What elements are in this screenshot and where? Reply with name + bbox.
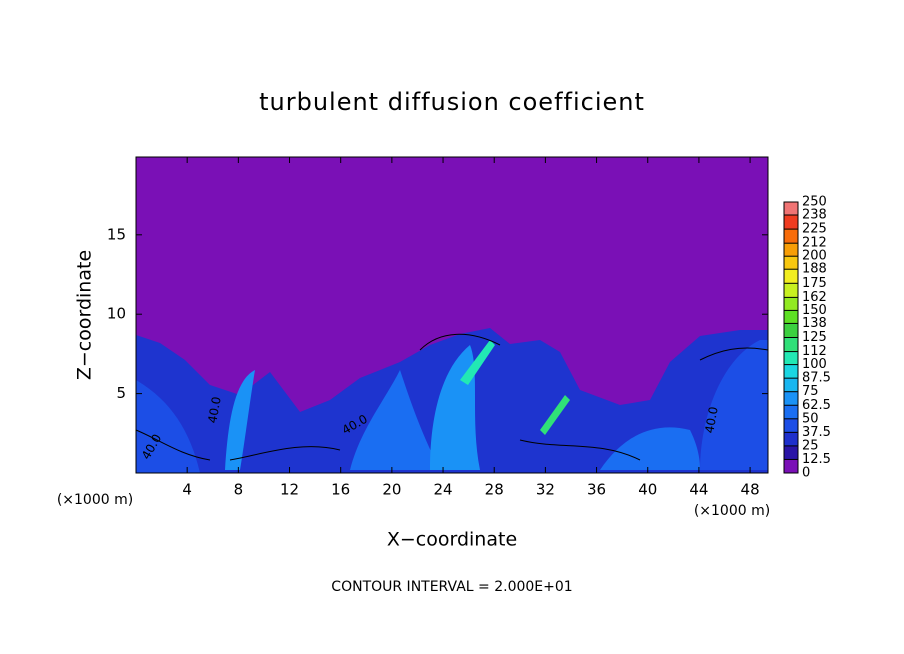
colorbar-label: 225 <box>802 222 827 237</box>
colorbar-label: 150 <box>802 303 827 318</box>
field-region <box>225 370 255 470</box>
colorbar-bin <box>784 269 798 284</box>
field <box>135 328 769 473</box>
field-region <box>600 427 700 470</box>
colorbar-bin <box>784 378 798 392</box>
x-tick-label: 32 <box>536 481 555 499</box>
x-tick-label: 24 <box>433 481 452 499</box>
colorbar-label: 250 <box>802 195 827 210</box>
colorbar-label: 87.5 <box>802 371 831 386</box>
colorbar-bin <box>784 297 798 311</box>
colorbar-label: 212 <box>802 236 827 251</box>
field-region <box>350 370 440 470</box>
x-tick-label: 8 <box>234 481 244 499</box>
y-axis-label: Z−coordinate <box>74 250 96 380</box>
x-tick-label: 12 <box>280 481 299 499</box>
x-tick-label: 4 <box>182 481 192 499</box>
x-axis-label: X−coordinate <box>387 529 517 551</box>
field-region <box>136 380 200 473</box>
y-tick-label: 10 <box>107 305 126 323</box>
colorbar-label: 100 <box>802 357 827 372</box>
footnote: CONTOUR INTERVAL = 2.000E+01 <box>331 579 572 595</box>
colorbar-bin <box>784 215 798 230</box>
colorbar-label: 125 <box>802 330 827 345</box>
colorbar-bin <box>784 283 798 298</box>
colorbar-bin <box>784 432 798 446</box>
colorbar-label: 0 <box>802 466 810 481</box>
colorbar-bin <box>784 243 798 257</box>
colorbar-label: 112 <box>802 344 827 359</box>
field-region <box>540 395 570 435</box>
x-unit-label: (×1000 m) <box>694 503 770 519</box>
colorbar-bin <box>784 418 798 433</box>
x-tick-label: 40 <box>638 481 657 499</box>
colorbar-label: 12.5 <box>802 452 831 467</box>
colorbar-bin <box>784 229 798 244</box>
colorbar-bin <box>784 351 798 365</box>
colorbar-bin <box>784 364 798 379</box>
contour-label: 40.0 <box>702 406 720 435</box>
colorbar-bin <box>784 256 798 270</box>
colorbar-label: 175 <box>802 276 827 291</box>
chart-title: turbulent diffusion coefficient <box>259 88 645 116</box>
colorbar-bin <box>784 459 798 473</box>
field-region <box>460 340 495 385</box>
contour-line <box>135 333 769 461</box>
colorbar-bin <box>784 310 798 324</box>
colorbar-label: 25 <box>802 438 819 453</box>
x-tick-label: 20 <box>382 481 401 499</box>
colorbar-label: 50 <box>802 411 819 426</box>
colorbar-bin <box>784 405 798 419</box>
x-tick-label: 36 <box>587 481 606 499</box>
x-tick-label: 44 <box>689 481 708 499</box>
colorbar-label: 162 <box>802 290 827 305</box>
x-tick-label: 16 <box>331 481 350 499</box>
colorbar-label: 238 <box>802 208 827 223</box>
colorbar-label: 200 <box>802 249 827 264</box>
x-tick-label: 48 <box>741 481 760 499</box>
colorbar-label: 138 <box>802 316 827 331</box>
colorbar-bin <box>784 337 798 352</box>
y-tick-label: 15 <box>107 225 126 243</box>
colorbar-label: 62.5 <box>802 398 831 413</box>
colorbar-bin <box>784 323 798 338</box>
colorbar-label: 188 <box>802 262 827 277</box>
colorbar-label: 75 <box>802 384 819 399</box>
x-unit-label: (×1000 m) <box>57 492 133 508</box>
plot-frame <box>135 156 769 474</box>
colorbar-bin <box>784 202 798 216</box>
field-region <box>700 340 768 470</box>
colorbar-label: 37.5 <box>802 425 831 440</box>
x-tick-label: 28 <box>485 481 504 499</box>
y-tick-label: 5 <box>116 384 126 402</box>
colorbar-bin <box>784 391 798 406</box>
contour-label: 40.0 <box>205 396 223 425</box>
colorbar-bin <box>784 445 798 460</box>
